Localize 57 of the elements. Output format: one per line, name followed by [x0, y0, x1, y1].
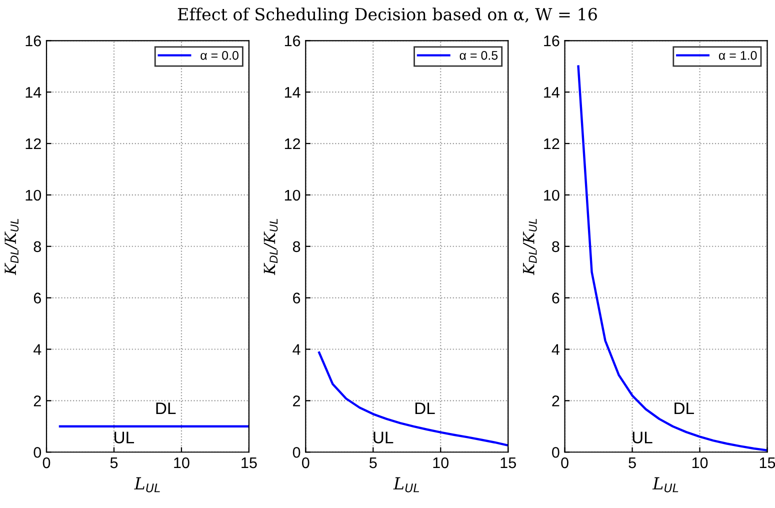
x-tick-label: 10 [692, 457, 708, 468]
y-axis-title: K$_{DL}$/K$_{UL}$ [4, 218, 19, 276]
y-tick-label: 10 [544, 190, 560, 201]
x-axis-title: L$_{UL}$ [652, 477, 678, 492]
x-tick-label: 10 [174, 457, 190, 468]
annotation: UL [114, 432, 134, 444]
x-tick-label: 0 [561, 457, 568, 468]
y-tick-label: 4 [552, 344, 560, 355]
y-axis-title: K$_{DL}$/K$_{UL}$ [264, 218, 278, 276]
x-tick-label: 5 [369, 458, 377, 468]
x-tick-label: 0 [302, 457, 310, 468]
x-tick-label: 10 [433, 457, 449, 468]
y-tick-label: 16 [284, 36, 300, 46]
y-tick-label: 16 [544, 36, 560, 46]
y-tick-label: 2 [34, 396, 41, 406]
y-tick-label: 0 [552, 446, 560, 458]
annotation: DL [156, 402, 176, 414]
y-tick-label: 6 [552, 292, 560, 304]
line-series [577, 65, 768, 452]
y-tick-label: 2 [293, 396, 300, 406]
x-axis-title: L$_{UL}$ [134, 477, 160, 492]
y-tick-label: 10 [284, 190, 300, 201]
annotation: DL [415, 402, 435, 414]
legend-label: α = 0.5 [460, 50, 498, 60]
annotation: UL [632, 432, 652, 444]
x-tick-label: 0 [42, 457, 50, 468]
annotation: UL [374, 432, 394, 444]
line-series [318, 351, 508, 447]
legend-label: α = 1.0 [718, 50, 757, 60]
y-tick-label: 0 [292, 446, 300, 458]
x-tick-label: 15 [500, 458, 516, 468]
y-tick-label: 12 [544, 138, 560, 150]
y-tick-label: 0 [34, 446, 42, 458]
y-tick-label: 14 [544, 87, 560, 98]
y-tick-label: 4 [292, 344, 300, 355]
x-tick-label: 5 [628, 458, 636, 468]
y-axis-title: K$_{DL}$/K$_{UL}$ [523, 218, 537, 276]
y-tick-label: 14 [284, 87, 300, 98]
y-tick-label: 6 [34, 292, 41, 304]
x-tick-label: 15 [760, 458, 775, 468]
y-tick-label: 8 [292, 241, 300, 252]
y-tick-label: 12 [284, 138, 300, 150]
annotation: DL [674, 402, 694, 414]
text: Effect of Scheduling Decision based on α, W = 16 [178, 8, 597, 24]
y-tick-label: 16 [26, 36, 41, 46]
x-tick-label: 5 [110, 458, 118, 468]
y-tick-label: 8 [34, 241, 41, 252]
y-tick-label: 6 [293, 292, 300, 304]
y-tick-label: 10 [26, 190, 42, 201]
x-axis-title: L$_{UL}$ [393, 477, 420, 492]
y-tick-label: 4 [33, 344, 42, 355]
y-tick-label: 14 [26, 87, 42, 98]
y-tick-label: 2 [552, 396, 560, 406]
y-tick-label: 12 [26, 138, 41, 150]
x-tick-label: 15 [242, 458, 257, 468]
y-tick-label: 8 [552, 241, 560, 252]
legend-label: α = 0.0 [200, 50, 238, 60]
